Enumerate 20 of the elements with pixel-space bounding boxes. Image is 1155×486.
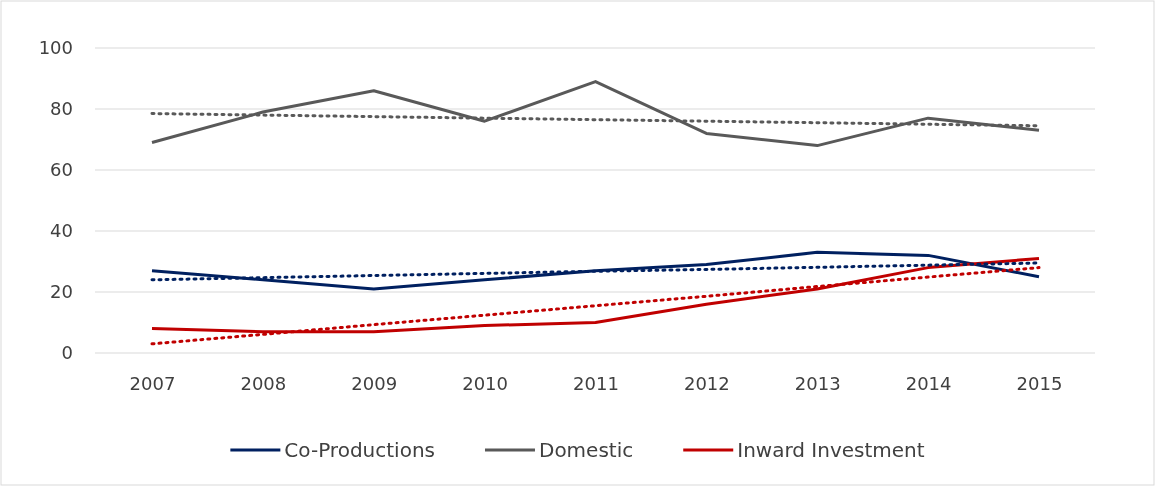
x-tick-label: 2015 (1016, 372, 1063, 394)
x-tick-label: 2008 (240, 372, 287, 394)
x-tick-label: 2009 (351, 372, 398, 394)
y-tick-label: 40 (50, 220, 73, 242)
legend-label: Co-Productions (284, 438, 435, 462)
legend-label: Domestic (538, 438, 634, 462)
x-tick-label: 2014 (905, 372, 952, 394)
y-tick-label: 0 (61, 342, 73, 364)
line-series (150, 80, 1041, 148)
x-tick-label: 2012 (683, 372, 730, 394)
legend-label: Inward Investment (737, 438, 925, 462)
y-tick-label: 80 (50, 98, 73, 120)
x-tick-label: 2007 (129, 372, 176, 394)
x-tick-label: 2011 (573, 372, 619, 394)
y-tick-label: 20 (50, 281, 73, 303)
x-tick-label: 2013 (794, 372, 841, 394)
y-tick-label: 100 (38, 37, 73, 59)
y-tick-label: 60 (50, 159, 73, 181)
x-tick-label: 2010 (462, 372, 509, 394)
line-series (150, 250, 1041, 291)
